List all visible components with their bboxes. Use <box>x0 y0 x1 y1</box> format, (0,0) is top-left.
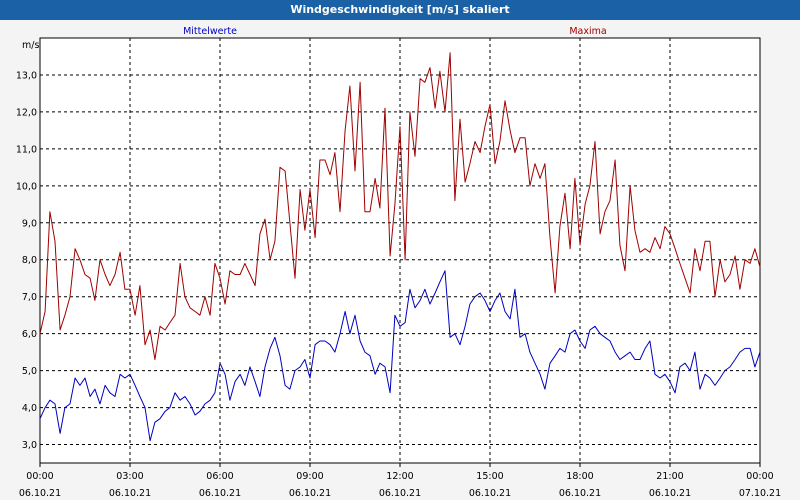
x-tick-time: 00:00 <box>746 471 773 482</box>
y-tick-label: 11,0 <box>16 144 37 155</box>
gridlines <box>39 38 761 467</box>
chart-title: Windgeschwindigkeit [m/s] skaliert <box>0 0 800 20</box>
x-tick-date: 06.10.21 <box>199 488 241 499</box>
y-tick-label: 6,0 <box>22 329 37 340</box>
x-tick-time: 21:00 <box>656 471 683 482</box>
y-tick-label: 10,0 <box>16 181 37 192</box>
legend-mittelwerte: Mittelwerte <box>183 26 237 37</box>
legend-maxima: Maxima <box>569 26 606 37</box>
y-tick-label: 12,0 <box>16 107 37 118</box>
series-line-maxima <box>39 52 761 360</box>
x-tick-time: 09:00 <box>296 471 323 482</box>
y-axis-unit-label: m/s <box>22 40 39 51</box>
series-line-mittelwerte <box>39 270 761 442</box>
y-tick-labels: 3,0 4,0 5,0 6,0 7,0 8,0 9,0 10,0 11,0 12,0 13,0 <box>16 70 37 451</box>
x-tick-date: 06.10.21 <box>559 488 601 499</box>
x-tick-time: 00:00 <box>26 471 53 482</box>
y-tick-label: 4,0 <box>22 403 37 414</box>
x-tick-time: 18:00 <box>566 471 593 482</box>
x-tick-time: 12:00 <box>386 471 413 482</box>
x-tick-date: 06.10.21 <box>289 488 331 499</box>
x-tick-date: 06.10.21 <box>109 488 151 499</box>
series-lines <box>39 52 761 442</box>
x-tick-date: 06.10.21 <box>379 488 421 499</box>
y-tick-label: 13,0 <box>16 70 37 81</box>
y-tick-label: 8,0 <box>22 255 37 266</box>
y-tick-label: 3,0 <box>22 440 37 451</box>
y-tick-label: 7,0 <box>22 292 37 303</box>
x-tick-date: 07.10.21 <box>739 488 781 499</box>
y-tick-label: 5,0 <box>22 366 37 377</box>
x-tick-time: 15:00 <box>476 471 503 482</box>
x-tick-date: 06.10.21 <box>649 488 691 499</box>
x-tick-date: 06.10.21 <box>469 488 511 499</box>
x-tick-labels: 00:00 06.10.21 03:00 06.10.21 06:00 06.10.21 0… <box>19 471 781 499</box>
y-tick-label: 9,0 <box>22 218 37 229</box>
x-tick-time: 03:00 <box>116 471 143 482</box>
x-tick-time: 06:00 <box>206 471 233 482</box>
x-tick-date: 06.10.21 <box>19 488 61 499</box>
